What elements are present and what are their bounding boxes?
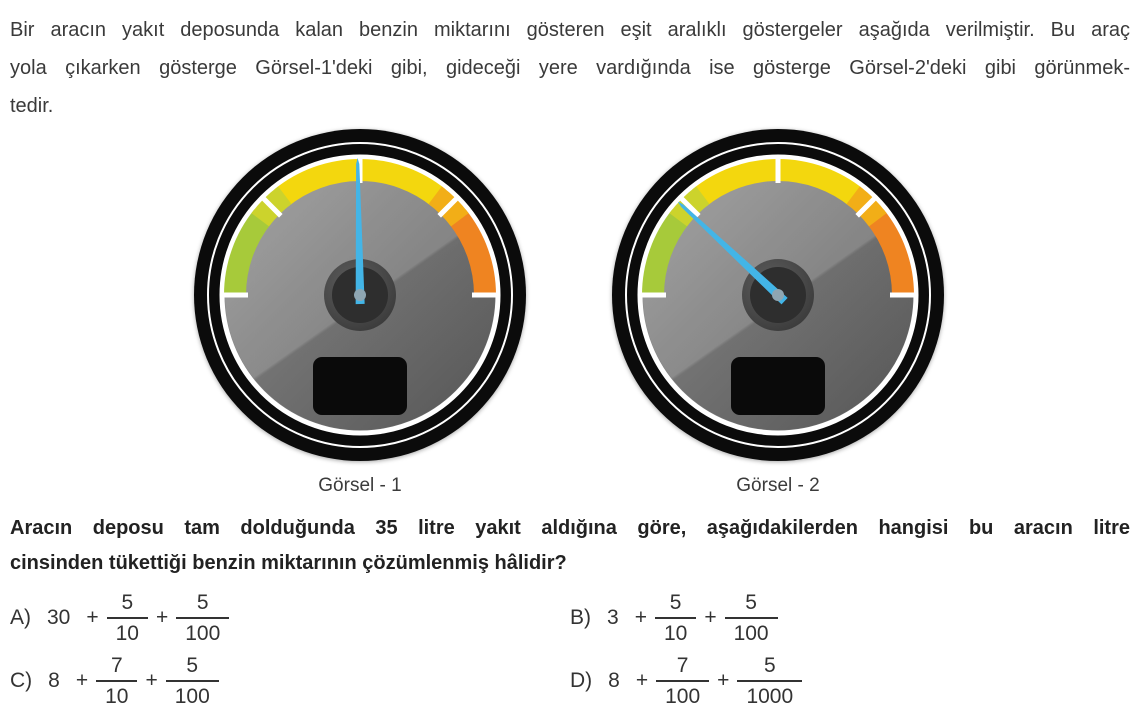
whole-number: 8 xyxy=(48,669,60,692)
fraction-bar xyxy=(737,679,803,682)
band-green-arc xyxy=(642,209,690,296)
numerator: 5 xyxy=(763,654,776,678)
needle-pivot xyxy=(772,289,784,301)
fraction: 7 100 xyxy=(656,653,710,708)
plus-sign: + xyxy=(86,606,99,629)
option-b: B) 3 + 5 10 + 5 100 xyxy=(570,587,778,649)
plus-sign: + xyxy=(704,606,717,629)
tick-upper-left xyxy=(259,194,283,218)
numerator: 5 xyxy=(121,591,134,615)
paragraph-line: yola çıkarken gösterge Görsel-1'deki gib… xyxy=(10,57,1130,79)
denominator: 100 xyxy=(185,621,221,645)
paragraph-line: Bir aracın yakıt deposunda kalan benzin … xyxy=(10,19,1130,41)
plus-sign: + xyxy=(635,669,649,692)
paragraph-line: tedir. xyxy=(10,95,54,117)
numerator: 5 xyxy=(186,654,199,678)
gauge-needle xyxy=(677,201,788,305)
fraction: 7 10 xyxy=(96,653,138,708)
gauge-figure-1: Görsel - 1 xyxy=(192,127,528,497)
option-label: B) xyxy=(570,606,591,629)
fraction-bar xyxy=(656,679,710,682)
fraction-bar xyxy=(165,679,219,682)
question-line: cinsinden tükettiği benzin miktarının çö… xyxy=(10,552,567,574)
gauge-figure-2: Görsel - 2 xyxy=(610,127,946,497)
whole-number: 8 xyxy=(608,669,620,692)
denominator: 100 xyxy=(733,621,769,645)
whole-number: 30 xyxy=(47,606,71,629)
tick-upper-right xyxy=(437,194,461,218)
question-line: Aracın deposu tam dolduğunda 35 litre ya… xyxy=(10,517,1130,539)
denominator: 10 xyxy=(105,684,129,708)
fraction: 5 100 xyxy=(724,590,778,645)
band-orange-arc xyxy=(866,209,914,296)
option-c: C) 8 + 7 10 + 5 100 xyxy=(10,650,219,712)
numerator: 7 xyxy=(676,654,689,678)
option-d: D) 8 + 7 100 + 5 1000 xyxy=(570,650,803,712)
fuel-gauge-2 xyxy=(612,129,944,461)
gauge-caption-2: Görsel - 2 xyxy=(736,475,820,496)
plus-sign: + xyxy=(145,669,158,692)
odometer-window xyxy=(731,357,825,415)
band-orange-arc xyxy=(448,209,496,296)
fraction: 5 100 xyxy=(165,653,219,708)
option-label: C) xyxy=(10,669,33,692)
numerator: 5 xyxy=(745,591,757,615)
denominator: 10 xyxy=(663,621,688,645)
question-text: Aracın deposu tam dolduğunda 35 litre ya… xyxy=(10,511,1130,581)
tick-upper-left xyxy=(677,194,701,218)
bezel-thin-ring xyxy=(207,142,513,448)
denominator: 100 xyxy=(174,684,210,708)
option-label: A) xyxy=(10,606,31,629)
fraction-bar xyxy=(106,616,148,619)
option-a: A) 30 + 5 10 + 5 100 xyxy=(10,587,230,649)
denominator: 10 xyxy=(115,621,139,645)
bezel-thin-ring xyxy=(625,142,931,448)
numerator: 5 xyxy=(196,591,209,615)
tick-upper-right xyxy=(855,194,879,218)
plus-sign: + xyxy=(75,669,89,692)
plus-sign: + xyxy=(634,606,647,629)
odometer-window xyxy=(313,357,407,415)
fraction-bar xyxy=(96,679,138,682)
band-green-arc xyxy=(224,209,272,296)
option-label: D) xyxy=(570,669,593,692)
fraction: 5 10 xyxy=(654,590,697,645)
fraction: 5 1000 xyxy=(737,653,803,708)
intro-paragraph: Bir aracın yakıt deposunda kalan benzin … xyxy=(10,11,1130,125)
fraction-bar xyxy=(654,616,697,619)
numerator: 5 xyxy=(669,591,682,615)
fraction: 5 10 xyxy=(106,590,148,645)
tick-marks xyxy=(638,155,918,298)
fuel-gauge-1 xyxy=(194,129,526,461)
needle-pivot xyxy=(354,289,366,301)
whole-number: 3 xyxy=(607,606,619,629)
fraction-bar xyxy=(724,616,778,619)
fraction: 5 100 xyxy=(176,590,230,645)
fraction-bar xyxy=(176,616,230,619)
denominator: 100 xyxy=(665,684,701,708)
denominator: 1000 xyxy=(746,684,794,708)
tick-marks xyxy=(220,155,500,298)
plus-sign: + xyxy=(717,669,730,692)
gauge-needle xyxy=(355,158,365,305)
numerator: 7 xyxy=(110,654,123,678)
plus-sign: + xyxy=(155,606,169,629)
gauge-caption-1: Görsel - 1 xyxy=(318,475,402,496)
